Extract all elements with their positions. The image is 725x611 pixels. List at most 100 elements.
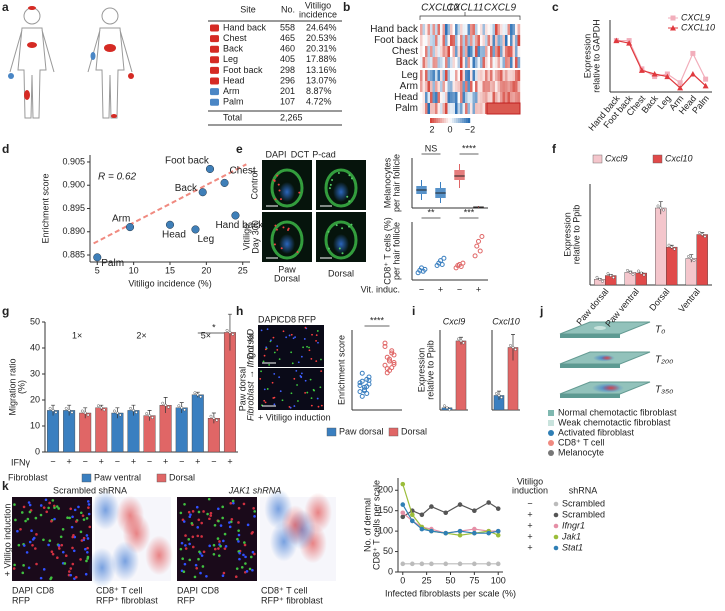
cell-dot [197, 510, 201, 514]
marker [689, 71, 696, 77]
site-name: Foot back [223, 65, 263, 75]
y-axis-label: Enrichment score [336, 335, 346, 405]
cell-dot [300, 376, 303, 379]
replicate-dot [703, 235, 707, 238]
cell-dot [282, 226, 285, 229]
x-tick-label: + [195, 456, 200, 466]
heatmap-cell [500, 92, 503, 103]
point [476, 238, 481, 244]
x-tick-label: − [211, 456, 216, 466]
heatmap-cell [427, 70, 431, 81]
replicate-dot [689, 257, 693, 260]
heatmap-cell [437, 35, 441, 46]
heatmap-cell [512, 46, 516, 57]
heatmap-cell [515, 46, 518, 57]
heatmap-cell [515, 35, 518, 46]
colorbar-cell [440, 118, 443, 123]
heatmap-cell [442, 103, 446, 114]
legend-label: CXCL9 [681, 12, 710, 22]
heatmap-cell [462, 57, 466, 68]
site-swatch [210, 66, 219, 74]
cell-dot [272, 336, 275, 339]
cell-dot [28, 540, 32, 544]
heatmap-cell [475, 35, 478, 46]
heatmap-cell [482, 57, 486, 68]
site-count: 296 [280, 75, 295, 85]
heatmap-cell [445, 57, 448, 68]
activated-region [594, 326, 606, 330]
heatmap-cell [515, 24, 518, 35]
cell-dot [48, 501, 51, 505]
heatmap-cell [430, 81, 433, 92]
replicate-dot [183, 408, 187, 412]
heatmap-cell [420, 92, 423, 103]
heatmap-cell [467, 46, 471, 57]
colorbar-label: 0 [447, 124, 452, 134]
cell-dot [73, 577, 76, 580]
replicate-dot [700, 233, 704, 236]
marker [486, 500, 491, 505]
cell-dot [350, 177, 353, 180]
cell-dot [86, 500, 90, 503]
heatmap-cell [460, 92, 463, 103]
box [454, 170, 465, 180]
cell-dot [264, 401, 267, 404]
cell-dot [274, 198, 277, 201]
cell-dot [282, 330, 285, 333]
point [382, 343, 388, 349]
significance-label: **** [462, 143, 477, 153]
cell-dot [199, 571, 202, 575]
cell-dot [208, 517, 211, 521]
bar [143, 415, 156, 453]
heatmap-cell [435, 24, 438, 35]
replicate-dot [177, 404, 181, 408]
cell-dot [237, 533, 241, 537]
cell-dot [302, 346, 305, 349]
legend-induction: + [527, 531, 532, 541]
heatmap-cell [420, 35, 423, 46]
micrograph [12, 497, 92, 581]
site-name: Palm [223, 97, 244, 107]
heatmap-cell [420, 81, 423, 92]
marker [677, 80, 683, 86]
cell-dot [337, 172, 340, 175]
legend-label: Activated fibroblast [558, 427, 635, 437]
legend-label: Scrambled [562, 509, 605, 519]
cell-dot [181, 557, 184, 560]
cell-dot [244, 562, 247, 565]
heatmap-cell [465, 24, 468, 35]
cell-dot [16, 529, 19, 533]
cell-dot [309, 378, 312, 381]
colorbar-cell [462, 118, 465, 123]
point [359, 370, 365, 376]
legend-induction: + [527, 509, 532, 519]
heatmap-cell [502, 70, 506, 81]
heatmap-cell [455, 35, 458, 46]
heatmap-cell [515, 92, 518, 103]
heatmap-cell [420, 57, 423, 68]
heatmap-cell [505, 24, 508, 35]
cell-dot [293, 377, 296, 380]
heatmap-cell [460, 24, 463, 35]
heatmap-cell [512, 103, 516, 114]
cell-dot [310, 404, 313, 407]
group-label: 5× [201, 330, 211, 340]
cell-dot [68, 516, 71, 520]
heatmap-cell [487, 35, 491, 46]
marker [443, 561, 449, 567]
replicate-dot [495, 392, 498, 395]
heatmap-cell [487, 24, 491, 35]
cell-dot [236, 537, 239, 541]
heatmap-cell [505, 103, 508, 114]
marker [410, 561, 415, 567]
heatmap-cell [420, 24, 423, 35]
replicate-dot [514, 348, 517, 351]
cell-dot [303, 338, 306, 340]
bar [111, 412, 124, 453]
map-label: CD8⁺ T cell [96, 585, 142, 595]
marker [670, 25, 676, 31]
body-diagram [8, 6, 134, 119]
point [191, 225, 200, 234]
colorbar-cell [450, 118, 453, 123]
marker [553, 512, 559, 518]
